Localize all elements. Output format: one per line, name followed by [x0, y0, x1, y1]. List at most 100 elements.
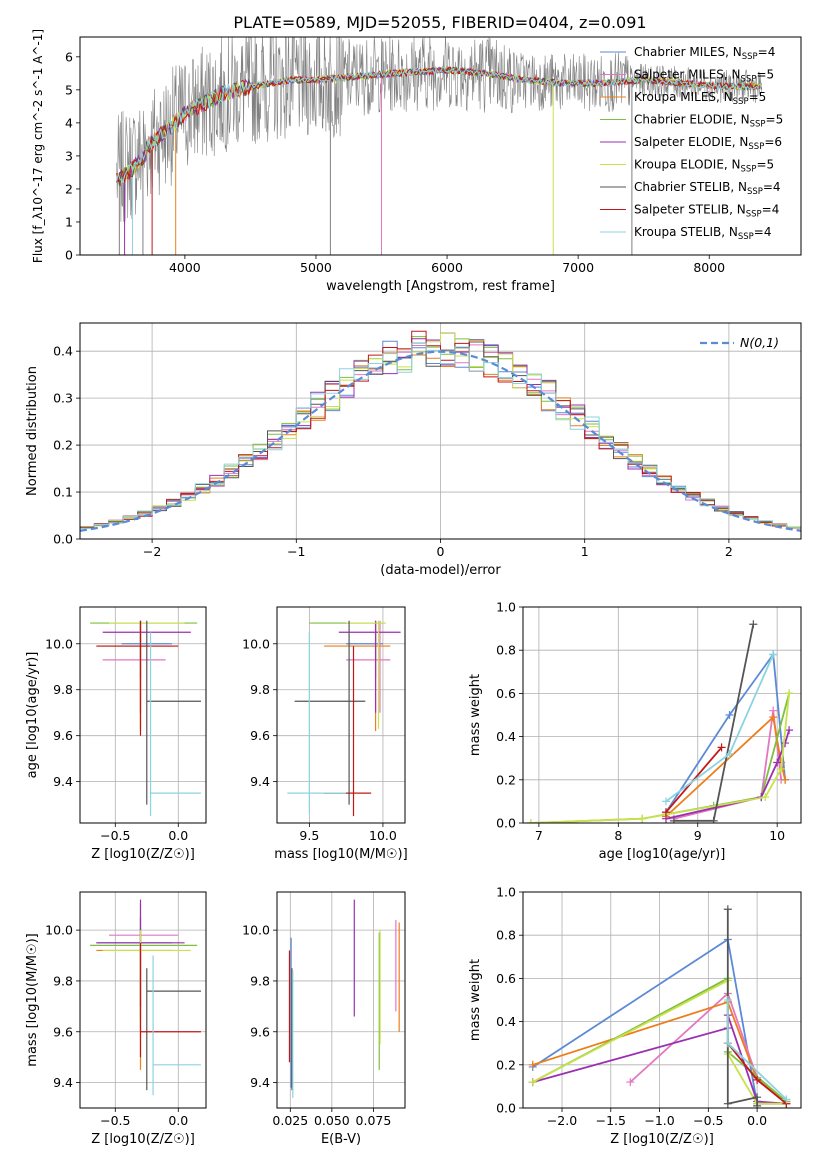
y-axis-label: mass weight: [468, 959, 483, 1041]
legend-entry: N(0,1): [740, 335, 779, 350]
y-tick-label: 0.0: [53, 532, 73, 547]
x-tick-label: 0.025: [272, 1113, 308, 1128]
data-point: [773, 758, 782, 767]
x-tick-label: −2: [143, 544, 161, 559]
data-point: [781, 739, 790, 748]
plot-area: [80, 330, 801, 532]
data-point: [626, 1078, 635, 1087]
mass-weight-line: [665, 652, 786, 813]
mass-weight-line: [530, 693, 790, 823]
data-point: [661, 808, 670, 817]
residuals-panel: −2 −1 0 1 2 0.0 0.1 0.2 0.3 0.4 (data-model)/error…: [25, 322, 802, 578]
spectrum-panel: 4000 5000 6000 7000 8000 0 1 2 3 4 5 6 wavelength [A…: [31, 29, 802, 294]
data-point: [717, 743, 726, 752]
data-point: [723, 996, 732, 1004]
x-tick-label: 0.0: [747, 1113, 767, 1128]
y-tick-label: 1: [65, 214, 73, 229]
x-tick-label: 5000: [300, 260, 332, 275]
y-axis-label: age [log10(age/yr)]: [25, 652, 40, 779]
data-point: [785, 689, 794, 698]
x-tick-label: 10: [769, 828, 785, 843]
y-tick-label: 0.0: [496, 816, 516, 831]
data-point: [528, 1078, 537, 1087]
x-tick-label: 0: [437, 544, 445, 559]
legend-entry: Kroupa MILES, NSSP=5: [634, 90, 766, 107]
x-axis-label: age [log10(age/yr)]: [599, 847, 726, 862]
plot-frame: [79, 322, 802, 540]
model-line-kroupa-stelib: [116, 66, 763, 183]
y-tick-label: 0.2: [496, 1057, 516, 1072]
data-point: [638, 814, 647, 823]
x-axis-label: wavelength [Angstrom, rest frame]: [326, 279, 555, 294]
plot-frame: [276, 891, 406, 1109]
x-tick-label: 7: [535, 828, 543, 843]
y-tick-label: 0.2: [53, 438, 73, 453]
y-tick-label: 9.4: [53, 1075, 73, 1090]
data-point: [709, 816, 718, 823]
plot-area: [526, 620, 794, 823]
y-tick-label: 0.3: [53, 391, 73, 406]
y-tick-label: 9.6: [250, 1024, 270, 1039]
x-tick-label: 8: [614, 828, 622, 843]
data-point: [725, 749, 734, 758]
data-point: [723, 905, 732, 914]
age-vs-metallicity-panel: −0.5 0.0 9.4 9.6 9.8 10.0 Z [log10(Z/Z☉)] age […: [25, 606, 207, 862]
plot-area: [90, 899, 201, 1096]
normal-curve: [80, 350, 801, 532]
data-point: [781, 775, 790, 784]
y-tick-label: 9.6: [53, 728, 73, 743]
mass-weight-vs-metallicity-panel: −2.0 −1.5 −1.0 −0.5 0.0 0.0 0.2 0.4 0.6 0.8 1.0 Z […: [468, 885, 802, 1147]
y-tick-label: 9.8: [250, 973, 270, 988]
x-tick-label: −1: [287, 544, 305, 559]
y-tick-label: 0.4: [496, 1014, 516, 1029]
legend-entry: Kroupa ELODIE, NSSP=5: [634, 158, 774, 175]
mass-vs-metallicity-panel: −0.5 0.0 9.4 9.6 9.8 10.0 Z [log10(Z/Z☉)] mass …: [25, 891, 207, 1147]
y-tick-label: 0.8: [496, 643, 516, 658]
y-tick-label: 9.6: [53, 1024, 73, 1039]
y-tick-label: 0.2: [496, 772, 516, 787]
x-tick-label: −0.5: [693, 1113, 723, 1128]
x-tick-label: 4000: [169, 260, 201, 275]
y-tick-label: 2: [65, 181, 73, 196]
x-tick-label: −0.5: [100, 828, 130, 843]
x-tick-label: −1.0: [644, 1113, 674, 1128]
x-axis-label: Z [log10(Z/Z☉)]: [610, 1132, 714, 1147]
legend-entry: Kroupa STELIB, NSSP=4: [634, 225, 772, 242]
plot-frame: [276, 606, 406, 824]
y-tick-label: 10.0: [45, 636, 73, 651]
y-axis-label: mass [log10(M/M☉)]: [25, 933, 40, 1066]
y-tick-label: 0.6: [496, 971, 516, 986]
x-tick-label: 0.0: [168, 1113, 188, 1128]
data-point: [777, 765, 786, 773]
plot-area: [288, 899, 400, 1098]
data-point: [769, 713, 778, 722]
plot-frame: [79, 891, 207, 1109]
x-axis-label: Z [log10(Z/Z☉)]: [91, 847, 195, 862]
x-tick-label: −1.5: [596, 1113, 626, 1128]
mass-weight-line: [665, 715, 786, 818]
y-tick-label: 5: [65, 82, 73, 97]
x-tick-label: 9.5: [299, 828, 319, 843]
x-tick-label: 2: [725, 544, 733, 559]
x-tick-label: 0.0: [168, 828, 188, 843]
data-point: [753, 1075, 762, 1084]
mass-vs-ebv-panel: 0.025 0.050 0.075 9.4 9.6 9.8 10.0 E(B-V): [242, 891, 406, 1147]
y-tick-label: 0.4: [53, 344, 73, 359]
data-point: [725, 711, 734, 719]
y-tick-label: 10.0: [242, 923, 270, 938]
legend-entry: Chabrier STELIB, NSSP=4: [634, 180, 781, 197]
data-point: [785, 726, 794, 735]
plot-area: [287, 620, 401, 817]
y-tick-label: 9.4: [250, 774, 270, 789]
x-tick-label: 9: [694, 828, 702, 843]
legend-entry: Chabrier MILES, NSSP=4: [634, 45, 775, 62]
x-tick-label: −2.0: [547, 1113, 577, 1128]
y-axis-label: Flux [f_λ10^-17 erg cm^-2 s^-1 A^-1]: [31, 29, 45, 263]
y-tick-label: 0.8: [496, 928, 516, 943]
y-tick-label: 0.1: [53, 485, 73, 500]
plot-area: [116, 37, 763, 255]
residual-histogram: [80, 342, 801, 529]
y-tick-label: 9.4: [250, 1075, 270, 1090]
plot-frame: [79, 36, 802, 256]
x-axis-label: Z [log10(Z/Z☉)]: [91, 1132, 195, 1147]
